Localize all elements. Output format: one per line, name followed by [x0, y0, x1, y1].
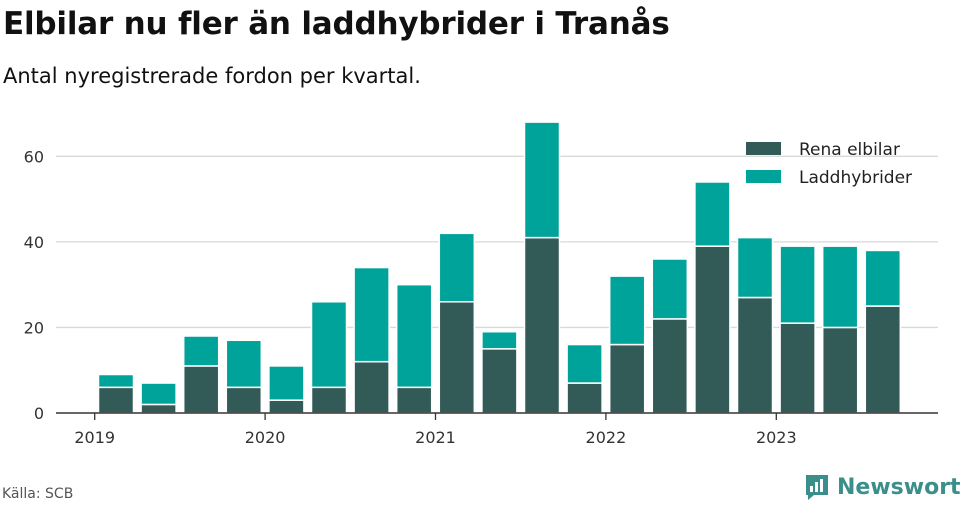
bar-laddhybrider — [97, 373, 135, 389]
bar-elbilar — [566, 382, 603, 414]
y-tick-label: 0 — [34, 404, 44, 423]
legend-swatch-laddhybrider — [746, 170, 781, 183]
newsworthy-bars-icon — [806, 475, 828, 500]
bar-laddhybrider — [736, 236, 774, 299]
bar-elbilar — [395, 386, 433, 414]
x-tick-label: 2019 — [74, 428, 115, 447]
bar-laddhybrider — [310, 301, 348, 389]
bar-elbilar — [310, 386, 348, 414]
bar-laddhybrider — [566, 343, 603, 384]
bar-laddhybrider — [353, 266, 390, 363]
y-tick-label: 40 — [24, 233, 44, 252]
bar-elbilar — [225, 386, 263, 414]
bar-laddhybrider — [438, 232, 476, 303]
bar-laddhybrider — [779, 245, 816, 324]
bar-laddhybrider — [821, 245, 859, 329]
bar-elbilar — [182, 365, 220, 414]
x-tick-label: 2020 — [245, 428, 286, 447]
bar-elbilar — [438, 301, 476, 414]
y-tick-label: 60 — [24, 147, 44, 166]
bar-laddhybrider — [395, 283, 433, 389]
bar-laddhybrider — [651, 258, 689, 320]
bar-elbilar — [821, 326, 859, 414]
y-tick-label: 20 — [24, 318, 44, 337]
x-tick-label: 2021 — [415, 428, 456, 447]
bar-laddhybrider — [694, 181, 731, 247]
bar-elbilar — [353, 360, 390, 414]
legend-swatch-elbilar — [746, 142, 781, 155]
bar-laddhybrider — [523, 121, 561, 239]
bar-laddhybrider — [268, 365, 305, 401]
bar-chart: 0 20 40 60 2019 2020 2021 2022 2023 Rena elbilar… — [24, 121, 938, 447]
newsworthy-logo[interactable]: Newsworthy — [804, 473, 960, 501]
bars — [97, 121, 902, 414]
bar-laddhybrider — [140, 382, 177, 406]
legend-label-elbilar: Rena elbilar — [799, 140, 900, 160]
bar-elbilar — [140, 403, 177, 414]
bar-elbilar — [651, 318, 689, 414]
bar-elbilar — [608, 343, 646, 414]
x-tick-label: 2022 — [586, 428, 627, 447]
bar-elbilar — [523, 236, 561, 414]
legend-label-laddhybrider: Laddhybrider — [799, 168, 912, 188]
bar-elbilar — [864, 305, 902, 414]
bar-laddhybrider — [864, 249, 902, 307]
bar-laddhybrider — [481, 330, 518, 350]
x-tick-label: 2023 — [756, 428, 797, 447]
bar-laddhybrider — [608, 275, 646, 346]
bar-elbilar — [97, 386, 135, 414]
brand-name: Newsworthy — [837, 474, 960, 500]
bar-laddhybrider — [182, 335, 220, 367]
bar-elbilar — [268, 399, 305, 414]
bar-laddhybrider — [225, 339, 263, 389]
axes: 0 20 40 60 2019 2020 2021 2022 2023 — [24, 147, 938, 447]
legend: Rena elbilar Laddhybrider — [746, 140, 912, 188]
bar-elbilar — [694, 245, 731, 414]
chart-subtitle: Antal nyregistrerade fordon per kvartal. — [3, 64, 421, 88]
chart-title: Elbilar nu fler än laddhybrider i Tranås — [3, 6, 670, 42]
bar-elbilar — [736, 296, 774, 414]
bar-elbilar — [779, 322, 816, 414]
bar-elbilar — [481, 348, 518, 414]
source-note: Källa: SCB — [2, 486, 74, 502]
